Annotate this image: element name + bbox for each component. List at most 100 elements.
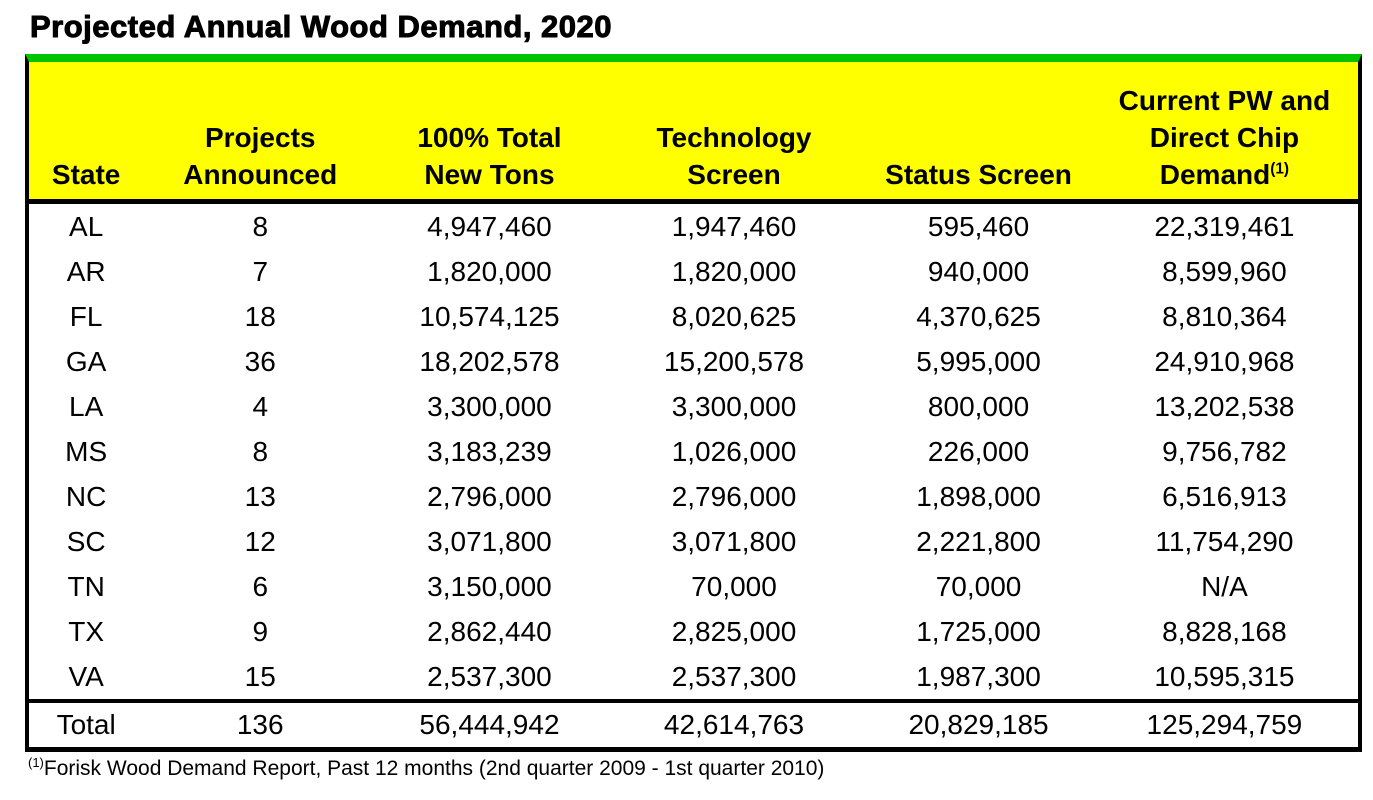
cell-projects-announced: 12	[244, 525, 276, 557]
cell-total-new-tons: 3,150,000	[427, 570, 552, 602]
cell-current-pw-demand: 8,828,168	[1162, 615, 1287, 647]
table-total: Total 136 56,444,942 42,614,763 20,829,185 12…	[29, 699, 1358, 747]
header-row: State Projects Announced 100% Total New Tons…	[29, 62, 1358, 204]
cell-state: AR	[66, 255, 106, 287]
cell-total-new-tons: 3,183,239	[427, 435, 552, 467]
cell-current-pw-demand: 8,599,960	[1162, 255, 1287, 287]
cell-state: AL	[69, 210, 104, 242]
cell-technology-screen: 3,071,800	[671, 525, 797, 557]
cell-total-new-tons: 2,862,440	[427, 615, 552, 647]
cell-status-screen: 940,000	[927, 255, 1030, 287]
table-header: State Projects Announced 100% Total New Tons…	[29, 62, 1358, 204]
cell-total-new-tons: 1,820,000	[427, 255, 552, 287]
cell-status-screen: 1,898,000	[916, 480, 1041, 512]
cell-projects-announced: 7	[252, 255, 269, 287]
column-header-total-new-tons: 100% Total New Tons	[377, 62, 602, 204]
cell-state: GA	[65, 345, 107, 377]
cell-projects-announced: 18	[244, 300, 276, 332]
cell-projects-announced: 6	[252, 570, 269, 602]
cell-technology-screen: 2,537,300	[671, 660, 797, 692]
cell-current-pw-demand: 6,516,913	[1162, 480, 1287, 512]
table-row: GA 36 18,202,578 15,200,578 5,995,000 24,910,…	[29, 339, 1358, 384]
cell-state: SC	[66, 525, 106, 557]
cell-total-new-tons: 3,300,000	[427, 390, 552, 422]
cell-technology-screen: 70,000	[691, 570, 777, 602]
table-body: AL 8 4,947,460 1,947,460 595,460 22,319,461 AR…	[29, 202, 1358, 702]
cell-total-new-tons: 18,202,578	[419, 345, 560, 377]
cell-technology-screen: 2,796,000	[671, 480, 797, 512]
cell-technology-screen: 1,947,460	[671, 210, 797, 242]
footnote-marker: (1)	[28, 755, 44, 770]
slide: Projected Annual Wood Demand, 2020 State…	[25, 9, 1373, 782]
footnote: (1)Forisk Wood Demand Report, Past 12 mo…	[28, 756, 1373, 782]
table-row: TN 6 3,150,000 70,000 70,000 N/A	[29, 564, 1358, 609]
total-cell-current-pw-demand: 125,294,759	[1090, 699, 1358, 747]
cell-status-screen: 70,000	[935, 570, 1022, 602]
cell-current-pw-demand: N/A	[1201, 570, 1248, 602]
cell-technology-screen: 15,200,578	[663, 345, 805, 377]
column-header-technology-screen: Technology Screen	[601, 62, 867, 204]
cell-current-pw-demand: 13,202,538	[1154, 390, 1295, 422]
cell-status-screen: 1,725,000	[916, 615, 1041, 647]
header-footnote-ref: (1)	[1270, 160, 1290, 178]
column-header-state: State	[29, 62, 144, 204]
cell-current-pw-demand: 10,595,315	[1154, 660, 1295, 692]
cell-total-new-tons: 2,537,300	[427, 660, 552, 692]
table-row: FL 18 10,574,125 8,020,625 4,370,625 8,810,36…	[29, 294, 1358, 339]
table-row: VA 15 2,537,300 2,537,300 1,987,300 10,595,31…	[29, 654, 1358, 701]
cell-total-new-tons: 2,796,000	[427, 480, 552, 512]
cell-status-screen: 2,221,800	[916, 525, 1041, 557]
cell-current-pw-demand: 22,319,461	[1154, 210, 1295, 242]
total-cell-technology-screen: 42,614,763	[601, 699, 867, 747]
cell-current-pw-demand: 24,910,968	[1154, 345, 1295, 377]
cell-technology-screen: 1,820,000	[671, 255, 797, 287]
cell-status-screen: 1,987,300	[916, 660, 1041, 692]
total-row: Total 136 56,444,942 42,614,763 20,829,185 12…	[29, 699, 1358, 747]
page-title: Projected Annual Wood Demand, 2020	[30, 9, 613, 45]
cell-technology-screen: 1,026,000	[671, 435, 797, 467]
cell-state: NC	[65, 480, 107, 512]
cell-current-pw-demand: 11,754,290	[1155, 525, 1294, 557]
cell-projects-announced: 8	[252, 210, 269, 242]
total-cell-projects-announced: 136	[143, 699, 378, 747]
cell-total-new-tons: 4,947,460	[427, 210, 552, 242]
table-row: LA 4 3,300,000 3,300,000 800,000 13,202,538	[29, 384, 1358, 429]
table-row: MS 8 3,183,239 1,026,000 226,000 9,756,782	[29, 429, 1358, 474]
table-row: TX 9 2,862,440 2,825,000 1,725,000 8,828,168	[29, 609, 1358, 654]
cell-total-new-tons: 3,071,800	[427, 525, 552, 557]
cell-projects-announced: 15	[244, 660, 276, 692]
cell-current-pw-demand: 9,756,782	[1162, 435, 1287, 467]
cell-technology-screen: 8,020,625	[671, 300, 797, 332]
table-row: AR 7 1,820,000 1,820,000 940,000 8,599,960	[29, 249, 1358, 294]
cell-projects-announced: 8	[252, 435, 269, 467]
column-header-status-screen: Status Screen	[866, 62, 1091, 204]
cell-state: TX	[68, 615, 105, 647]
cell-status-screen: 5,995,000	[916, 345, 1041, 377]
total-cell-status-screen: 20,829,185	[866, 699, 1091, 747]
cell-state: MS	[65, 435, 108, 467]
cell-projects-announced: 9	[252, 615, 269, 647]
footnote-text: Forisk Wood Demand Report, Past 12 month…	[43, 757, 825, 780]
cell-total-new-tons: 10,574,125	[419, 300, 560, 332]
total-cell-state: Total	[29, 699, 144, 747]
cell-projects-announced: 36	[244, 345, 276, 377]
cell-state: FL	[69, 300, 103, 332]
cell-status-screen: 595,460	[927, 210, 1030, 242]
table-row: AL 8 4,947,460 1,947,460 595,460 22,319,461	[29, 202, 1358, 250]
cell-technology-screen: 2,825,000	[671, 615, 797, 647]
table-row: SC 12 3,071,800 3,071,800 2,221,800 11,754,29…	[29, 519, 1358, 564]
cell-technology-screen: 3,300,000	[671, 390, 797, 422]
cell-state: LA	[69, 390, 104, 422]
table-row: NC 13 2,796,000 2,796,000 1,898,000 6,516,913	[29, 474, 1358, 519]
cell-projects-announced: 4	[252, 390, 269, 422]
cell-state: TN	[67, 570, 105, 602]
wood-demand-table: State Projects Announced 100% Total New Tons…	[25, 54, 1362, 752]
cell-status-screen: 800,000	[927, 390, 1030, 422]
cell-state: VA	[68, 660, 104, 692]
column-header-projects-announced: Projects Announced	[143, 62, 378, 204]
data-table: State Projects Announced 100% Total New Tons…	[29, 62, 1358, 747]
cell-projects-announced: 13	[244, 480, 276, 512]
column-header-current-pw-demand: Current PW and Direct Chip Demand(1)	[1090, 62, 1358, 204]
total-cell-total-new-tons: 56,444,942	[377, 699, 602, 747]
cell-status-screen: 226,000	[927, 435, 1030, 467]
